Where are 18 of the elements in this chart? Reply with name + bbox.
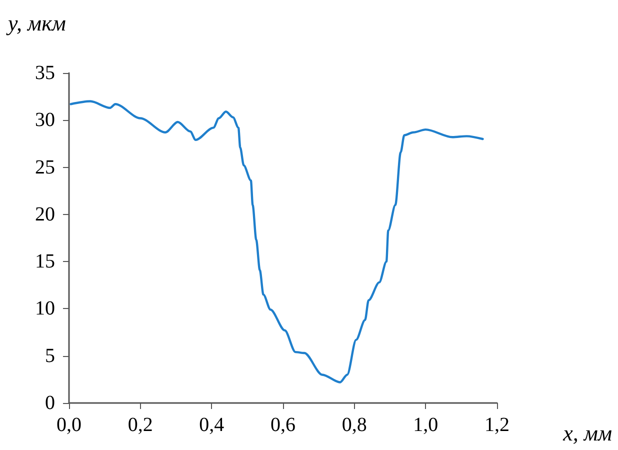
y-tick-label: 10	[35, 298, 55, 320]
y-tick-label: 0	[45, 392, 55, 414]
y-tick-label: 30	[35, 109, 55, 132]
x-tick-label: 1,0	[413, 414, 438, 436]
y-axis-title: y, мкм	[6, 10, 66, 36]
x-tick-label: 0,2	[128, 414, 153, 436]
x-tick-label: 0,6	[270, 414, 296, 436]
y-tick-label: 15	[35, 250, 55, 273]
y-tick-label: 20	[35, 203, 55, 226]
y-tick-label: 5	[45, 344, 55, 367]
x-tick-label: 1,2	[484, 414, 510, 436]
y-tick-label: 35	[35, 62, 55, 84]
line-series	[70, 100, 484, 384]
x-axis-title: x, мм	[562, 420, 612, 446]
x-tick-label: 0,0	[56, 414, 82, 436]
x-tick-label: 0,8	[342, 414, 367, 436]
x-tick-label: 0,4	[199, 414, 224, 436]
y-tick-label: 25	[35, 156, 55, 178]
